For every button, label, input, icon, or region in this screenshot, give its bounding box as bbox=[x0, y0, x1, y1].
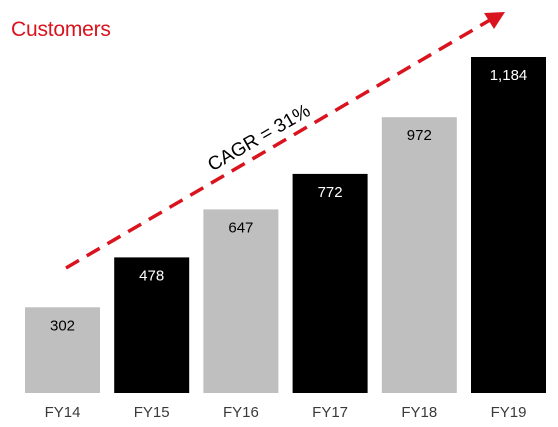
cagr-label: CAGR = 31% bbox=[204, 100, 314, 176]
x-tick-fy17: FY17 bbox=[312, 404, 348, 421]
value-label-fy14: 302 bbox=[50, 317, 75, 334]
x-tick-fy18: FY18 bbox=[401, 404, 437, 421]
x-tick-fy15: FY15 bbox=[134, 404, 170, 421]
value-label-fy18: 972 bbox=[407, 127, 432, 144]
x-tick-fy19: FY19 bbox=[491, 404, 527, 421]
bar-fy19 bbox=[471, 57, 546, 393]
bar-fy17 bbox=[292, 173, 368, 393]
bar-fy18 bbox=[381, 117, 457, 393]
bar-fy16 bbox=[203, 209, 279, 393]
cagr-arrow-line bbox=[65, 18, 491, 270]
value-label-fy15: 478 bbox=[139, 267, 164, 284]
x-axis-ticks: FY14 FY15 FY16 FY17 FY18 FY19 bbox=[45, 404, 527, 421]
value-label-fy19: 1,184 bbox=[490, 67, 528, 84]
bars-layer bbox=[25, 57, 546, 393]
chart-title: Customers bbox=[11, 18, 111, 41]
value-label-fy17: 772 bbox=[318, 184, 343, 201]
bar-fy15 bbox=[114, 257, 190, 393]
cagr-arrow-head bbox=[484, 12, 505, 29]
x-tick-fy16: FY16 bbox=[223, 404, 259, 421]
labels-layer: 302 478 647 772 972 1,184 bbox=[50, 67, 527, 334]
bar-fy14 bbox=[25, 307, 100, 393]
x-tick-fy14: FY14 bbox=[45, 404, 81, 421]
value-label-fy16: 647 bbox=[228, 219, 253, 236]
